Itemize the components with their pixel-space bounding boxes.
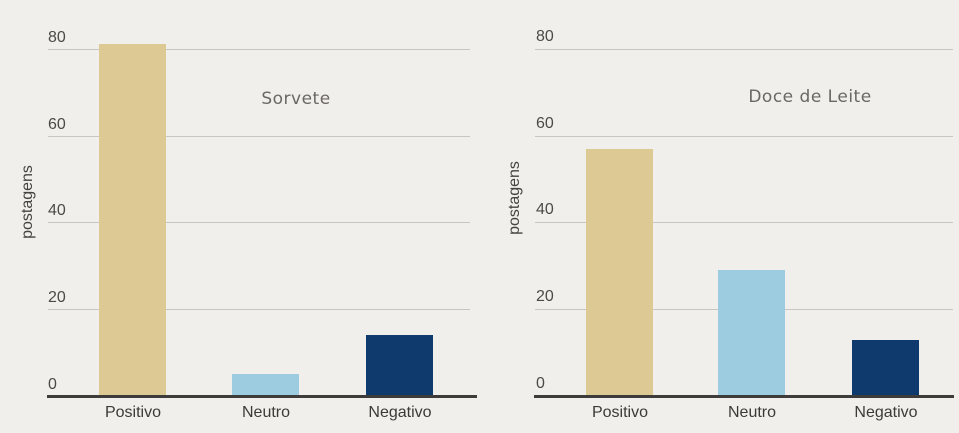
y-tick-60: 60 bbox=[48, 116, 66, 133]
y-tick-40: 40 bbox=[536, 201, 554, 218]
category-label-neutro: Neutro bbox=[241, 404, 291, 421]
gridline-80 bbox=[535, 49, 953, 50]
bar-neutro bbox=[718, 270, 785, 396]
bar-neutro bbox=[232, 374, 299, 396]
category-label-positivo: Positivo bbox=[104, 404, 162, 421]
y-axis-label: postagens bbox=[506, 161, 523, 235]
category-label-negativo: Negativo bbox=[854, 404, 918, 421]
gridline-60 bbox=[48, 136, 470, 137]
category-label-negativo: Negativo bbox=[368, 404, 432, 421]
bar-positivo bbox=[99, 44, 166, 396]
bar-negativo bbox=[366, 335, 433, 396]
y-tick-20: 20 bbox=[48, 289, 66, 306]
gridline-20 bbox=[48, 309, 470, 310]
chart-title: Doce de Leite bbox=[748, 87, 872, 107]
y-tick-80: 80 bbox=[536, 28, 554, 45]
gridline-80 bbox=[48, 49, 470, 50]
y-tick-0: 0 bbox=[48, 376, 57, 393]
x-axis-line bbox=[47, 395, 477, 398]
y-tick-60: 60 bbox=[536, 115, 554, 132]
bar-negativo bbox=[852, 340, 919, 396]
category-label-positivo: Positivo bbox=[591, 404, 649, 421]
y-tick-80: 80 bbox=[48, 29, 66, 46]
y-tick-40: 40 bbox=[48, 202, 66, 219]
chart-title: Sorvete bbox=[261, 89, 331, 109]
gridline-40 bbox=[48, 222, 470, 223]
gridline-40 bbox=[535, 222, 953, 223]
y-tick-20: 20 bbox=[536, 288, 554, 305]
y-tick-0: 0 bbox=[536, 375, 545, 392]
bar-positivo bbox=[586, 149, 653, 396]
gridline-60 bbox=[535, 136, 953, 137]
category-label-neutro: Neutro bbox=[727, 404, 777, 421]
x-axis-line bbox=[534, 395, 954, 398]
